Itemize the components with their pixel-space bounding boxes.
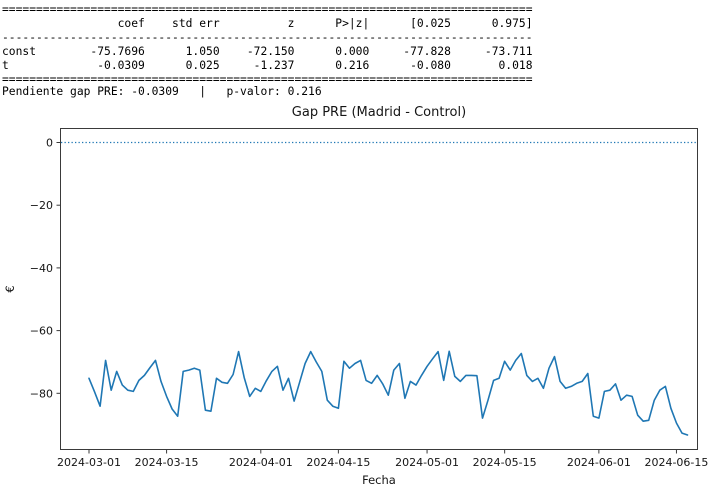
x-tick-label: 2024-03-15 xyxy=(135,456,199,469)
y-tick-label: −80 xyxy=(30,387,53,400)
x-tick-label: 2024-03-01 xyxy=(57,456,121,469)
chart-title: Gap PRE (Madrid - Control) xyxy=(291,105,467,120)
slope-summary-line: Pendiente gap PRE: -0.0309 | p-valor: 0.… xyxy=(2,85,322,98)
x-tick-label: 2024-06-01 xyxy=(567,456,631,469)
y-axis-label: € xyxy=(3,285,17,292)
x-axis-label: Fecha xyxy=(362,473,396,487)
x-tick-label: 2024-05-15 xyxy=(473,456,537,469)
x-tick-label: 2024-04-01 xyxy=(229,456,293,469)
y-tick-label: −20 xyxy=(30,199,53,212)
x-tick-label: 2024-06-15 xyxy=(644,456,708,469)
x-tick-label: 2024-04-15 xyxy=(306,456,370,469)
gap-series-line xyxy=(88,350,689,436)
regression-results-table: ========================================… xyxy=(2,3,533,86)
y-tick-label: −40 xyxy=(30,262,53,275)
y-tick-label: 0 xyxy=(46,137,53,150)
plot-border xyxy=(60,128,698,450)
x-tick-label: 2024-05-01 xyxy=(395,456,459,469)
y-tick-label: −60 xyxy=(30,325,53,338)
